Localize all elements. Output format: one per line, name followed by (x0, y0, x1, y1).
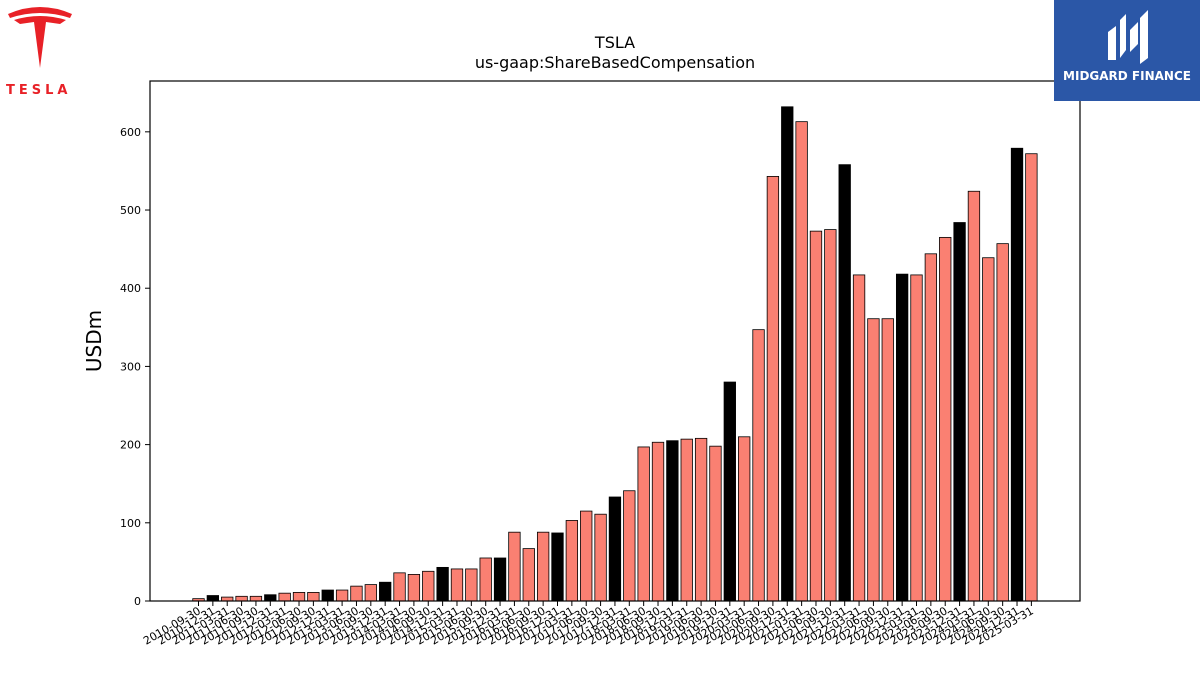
bar (321, 589, 334, 602)
bar (723, 381, 736, 602)
bar (680, 438, 693, 602)
bar (249, 595, 263, 602)
bar (278, 592, 291, 602)
bar (1025, 153, 1038, 602)
bar (594, 513, 607, 602)
y-tick-label: 100 (120, 517, 141, 530)
bar (264, 594, 277, 602)
bar (508, 531, 521, 602)
bar (1010, 147, 1024, 602)
bar (522, 548, 535, 602)
bar (479, 557, 492, 602)
y-tick-label: 200 (120, 439, 141, 452)
bar (235, 595, 248, 602)
bars (192, 106, 1038, 602)
bar (637, 446, 650, 602)
bar (781, 106, 794, 602)
bar (536, 531, 550, 602)
bar (738, 436, 751, 602)
y-tick-label: 300 (120, 360, 141, 373)
midgard-finance-logo: MIDGARD FINANCE (1054, 0, 1200, 101)
bar (206, 595, 220, 602)
bar (422, 570, 435, 602)
bar (910, 274, 923, 602)
bar (350, 585, 363, 602)
bar (379, 581, 392, 602)
bar (393, 572, 406, 602)
y-tick-label: 0 (134, 595, 141, 608)
y-tick-label: 400 (120, 282, 141, 295)
bar (694, 437, 708, 602)
bar (651, 441, 665, 602)
bar (809, 230, 823, 602)
bar (924, 253, 938, 602)
bar (307, 592, 320, 602)
tesla-t-icon (8, 7, 72, 68)
bar (895, 273, 909, 602)
bar (867, 318, 880, 602)
bar (996, 243, 1009, 602)
chart-title: TSLA (594, 33, 635, 52)
bar (580, 510, 593, 602)
bar (565, 520, 579, 602)
y-tick-label: 600 (120, 126, 141, 139)
midgard-m-icon (1108, 10, 1148, 64)
bar (407, 574, 421, 602)
bar (292, 592, 306, 602)
bar (666, 440, 679, 602)
bar (436, 566, 449, 602)
bar (967, 190, 981, 602)
bar (939, 236, 952, 602)
bar (838, 164, 851, 602)
y-axis-label: USDm (82, 310, 106, 372)
bar (953, 222, 966, 602)
bar (364, 584, 377, 602)
chart-subtitle: us-gaap:ShareBasedCompensation (475, 53, 755, 72)
bar (752, 329, 765, 602)
tesla-wordmark: TESLA (6, 83, 72, 98)
bar (608, 496, 622, 602)
bar (623, 490, 636, 602)
bar (982, 257, 995, 602)
y-axis-ticks: 0 100 200 300 400 500 600 (120, 126, 150, 608)
bar (824, 229, 837, 602)
bar (551, 532, 564, 602)
bar (465, 568, 478, 602)
bar (493, 557, 507, 602)
bar (335, 589, 349, 602)
x-axis-ticks: 2010-09-302010-12-312011-03-312011-06-30… (141, 601, 1036, 648)
bar (709, 445, 722, 602)
bar (766, 175, 780, 602)
y-tick-label: 500 (120, 204, 141, 217)
bar (795, 121, 808, 602)
midgard-finance-text: MIDGARD FINANCE (1063, 69, 1191, 83)
bar (450, 568, 464, 602)
bar (852, 274, 866, 602)
plot-frame (149, 80, 1081, 602)
bar (881, 318, 894, 602)
